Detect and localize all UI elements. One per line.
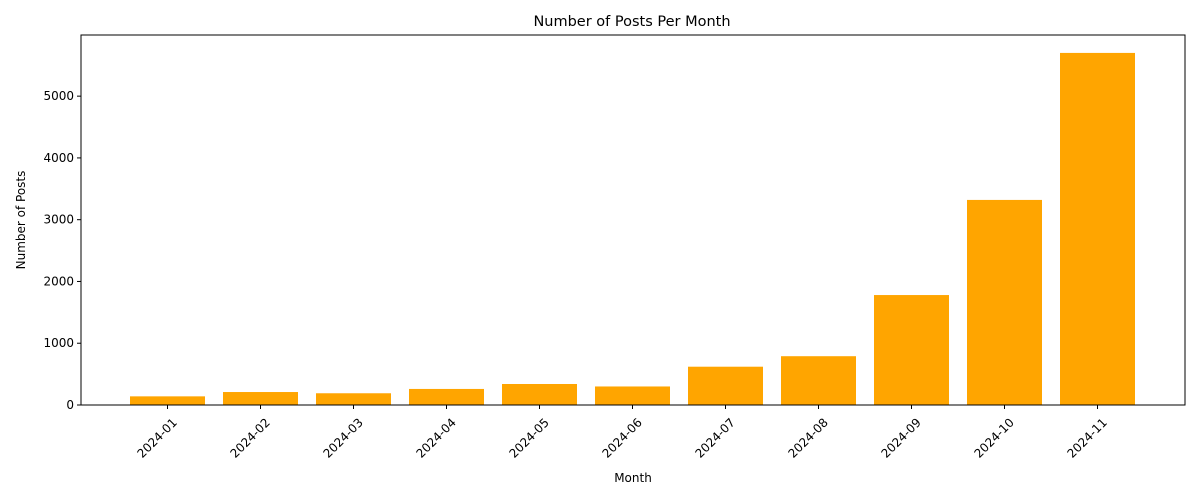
bar-2024-05 — [502, 383, 577, 405]
x-axis-ticks: 2024-01 2024-02 2024-03 2024-04 2024-05 2024-… — [134, 405, 1110, 461]
bar-2024-11 — [1060, 52, 1135, 406]
bar-2024-02 — [223, 392, 298, 405]
x-tick-label: 2024-03 — [320, 415, 365, 460]
y-axis-ticks: 0 1000 2000 3000 4000 5000 — [43, 89, 81, 412]
x-tick-label: 2024-08 — [785, 415, 830, 460]
bar-2024-03 — [316, 393, 391, 405]
plot-frame — [80, 34, 1186, 406]
bar-2024-06 — [595, 386, 670, 405]
x-axis-label: Month — [614, 471, 652, 485]
x-tick-label: 2024-07 — [692, 415, 737, 460]
x-tick-label: 2024-02 — [227, 415, 272, 460]
bar-2024-07 — [688, 366, 763, 405]
y-tick-label: 1000 — [43, 336, 74, 350]
bar-2024-10 — [967, 199, 1042, 405]
x-tick-label: 2024-01 — [134, 415, 179, 460]
y-tick-label: 2000 — [43, 274, 74, 288]
bar-2024-08 — [781, 356, 856, 405]
bar-2024-09 — [874, 295, 949, 405]
y-tick-label: 3000 — [43, 213, 74, 227]
x-tick-label: 2024-05 — [506, 415, 551, 460]
x-tick-label: 2024-06 — [599, 415, 644, 460]
x-tick-label: 2024-11 — [1064, 415, 1109, 460]
y-tick-label: 0 — [66, 398, 74, 412]
x-tick-label: 2024-10 — [971, 415, 1016, 460]
y-tick-label: 5000 — [43, 89, 74, 103]
y-axis-label: Number of Posts — [14, 171, 28, 270]
chart-title: Number of Posts Per Month — [533, 14, 730, 30]
bar-2024-04 — [409, 388, 484, 405]
x-tick-label: 2024-09 — [878, 415, 923, 460]
y-tick-label: 4000 — [43, 151, 74, 165]
bar-2024-01 — [130, 396, 205, 405]
bars-group — [130, 52, 1135, 406]
x-tick-label: 2024-04 — [413, 415, 458, 460]
